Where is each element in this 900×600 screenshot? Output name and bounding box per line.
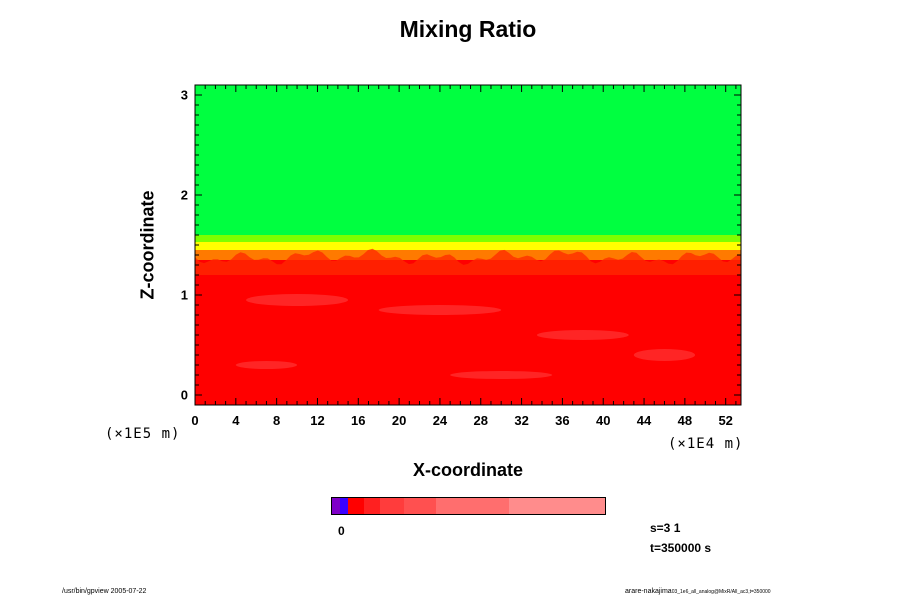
- colorbar-segment: [332, 498, 341, 514]
- x-tick-label: 24: [432, 413, 448, 428]
- x-tick-label: 16: [351, 413, 366, 428]
- transition-band: [195, 248, 741, 275]
- x-tick-label: 40: [595, 413, 611, 428]
- x-tick-label: 32: [514, 413, 529, 428]
- colorbar: [331, 497, 606, 515]
- footer-left: /usr/bin/gpview 2005-07-22: [62, 588, 147, 595]
- field-patch-5: [450, 371, 553, 379]
- colorbar-zero-label: 0: [338, 524, 345, 538]
- x-unit-label: (×1E4 m): [668, 436, 744, 452]
- x-tick-label: 4: [232, 413, 240, 428]
- colorbar-segment: [508, 498, 606, 514]
- footer-right-small: 03_1e6_all_analog@MixR/All_ac3,t=350000: [671, 589, 771, 595]
- time-info: t=350000 s: [650, 541, 712, 555]
- x-tick-label: 0: [191, 413, 199, 428]
- field-layer-1: [195, 250, 741, 260]
- x-tick-label: 48: [677, 413, 693, 428]
- x-tick-label: 20: [391, 413, 407, 428]
- x-axis-label: X-coordinate: [412, 460, 524, 480]
- colorbar-segment: [348, 498, 365, 514]
- field-layer-0: [195, 260, 741, 405]
- y-tick-label: 1: [180, 287, 188, 303]
- field-patch-0: [246, 294, 349, 306]
- x-tick-label: 8: [273, 413, 281, 428]
- step-info: s=3 1: [650, 521, 681, 535]
- field-patch-3: [633, 349, 696, 361]
- field-patch-2: [536, 330, 629, 340]
- colorbar-segment: [404, 498, 437, 514]
- field-layer-2: [195, 242, 741, 250]
- y-tick-label: 2: [180, 187, 188, 203]
- y-tick-label: 0: [180, 387, 188, 403]
- colorbar-segment: [364, 498, 381, 514]
- colorbar-segment: [340, 498, 349, 514]
- footer-right: arare-nakajima03_1e6_all_analog@MixR/All…: [625, 588, 771, 595]
- footer-right-main: arare-nakajima: [625, 588, 672, 595]
- x-tick-label: 36: [555, 413, 570, 428]
- field-patch-4: [235, 361, 298, 369]
- x-tick-label: 44: [636, 413, 652, 428]
- y-axis-label: Z-coordinate: [137, 190, 158, 300]
- y-unit-label: (×1E5 m): [105, 426, 181, 442]
- field-patch-1: [378, 305, 502, 315]
- x-tick-label: 52: [718, 413, 733, 428]
- field-layer-4: [195, 85, 741, 235]
- x-tick-label: 12: [310, 413, 325, 428]
- y-tick-label: 3: [180, 87, 188, 103]
- x-tick-label: 28: [473, 413, 488, 428]
- colorbar-segment: [436, 498, 509, 514]
- field-layer-3: [195, 235, 741, 242]
- chart-title: Mixing Ratio: [399, 16, 537, 42]
- colorbar-segment: [380, 498, 405, 514]
